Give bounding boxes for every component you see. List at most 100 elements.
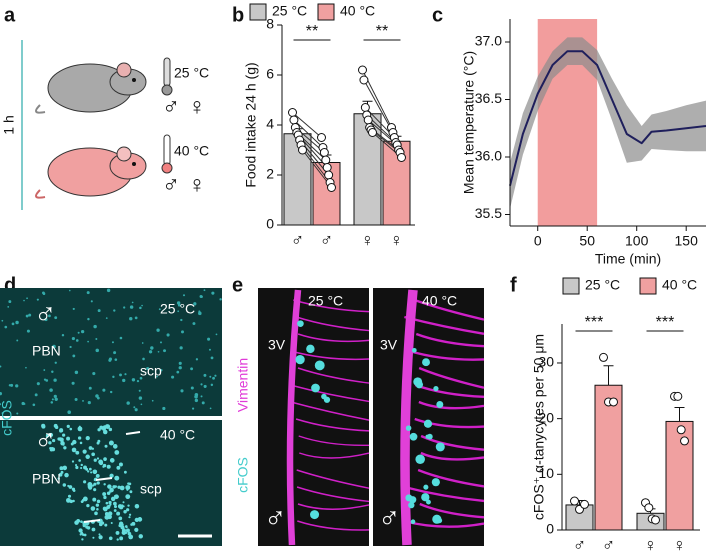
dot [423,419,433,428]
dot [106,464,111,469]
dot [92,371,96,376]
legend-swatch [317,3,335,21]
dot [95,503,100,507]
dot [0,391,3,396]
dot [54,397,58,401]
dot [108,536,113,541]
dot [127,504,130,507]
dot [108,440,114,446]
data-point [651,515,660,525]
dot [98,535,103,540]
dot [71,460,75,463]
dot [51,398,54,401]
dot [32,403,36,407]
dot [93,458,97,462]
dot [62,433,66,437]
dot [124,373,127,376]
dot [114,450,120,455]
dot [85,467,89,471]
dot [80,463,83,467]
dot [114,494,117,498]
fiber [414,417,485,429]
dot [95,473,100,478]
dot [102,492,107,496]
dot [104,444,108,448]
dot [311,383,320,393]
fiber [400,289,418,546]
dot [57,477,60,480]
dot [102,429,108,435]
dot [87,401,91,405]
dot [198,311,202,316]
dot [409,432,418,441]
dot [81,538,84,541]
dot [180,318,183,322]
dot [25,366,27,369]
legend-swatch [249,3,267,21]
dot [15,320,19,325]
data-point [360,103,370,112]
dot [199,295,203,299]
fiber [299,452,370,459]
dot [92,497,97,502]
fiber [419,502,485,519]
dot [166,333,170,337]
dot [432,514,442,524]
data-point [363,115,373,125]
dot [142,357,145,361]
dot [200,383,203,386]
dot [69,427,73,431]
dot [58,472,63,477]
fiber [286,289,302,546]
dot [146,366,150,370]
y-tick-label: 4 [266,116,274,132]
dot [1,412,4,415]
legend-swatch [639,277,657,295]
dot [93,324,97,329]
dot [148,350,153,354]
dot [109,487,114,493]
legend-label: 40 °C [340,3,375,19]
dot [69,499,73,504]
dot [80,520,83,524]
dot [98,459,104,465]
dot [48,441,52,445]
dot [108,504,111,508]
fiber [290,350,370,361]
dot [59,466,64,471]
vimentin-signal [286,289,485,546]
dot [69,345,72,349]
dot [310,510,320,520]
dot [405,425,412,431]
data-point [322,163,332,172]
dot [108,358,112,362]
dot [1,319,4,322]
dot [123,509,127,514]
dot [151,399,154,402]
dot [87,317,90,321]
dot [91,527,96,532]
dot [137,517,143,522]
dot [71,381,75,385]
y-tick-label: 30 [538,354,554,370]
dot [83,480,87,484]
x-tick-label: 50 [579,233,595,249]
mouse-gray [35,62,147,114]
data-point [673,391,683,401]
condition: 40 °C [174,143,209,159]
dot [159,341,162,344]
dot [50,401,54,404]
dot [91,452,95,456]
dot [138,396,143,400]
dot [436,400,444,408]
dot [0,403,2,406]
data-point [570,496,579,506]
dot [93,488,97,492]
dot [87,470,90,473]
dot [157,350,160,353]
dot [102,388,106,392]
fiber [415,332,485,348]
dot [88,446,93,450]
dot [107,514,112,520]
dot [80,466,83,470]
